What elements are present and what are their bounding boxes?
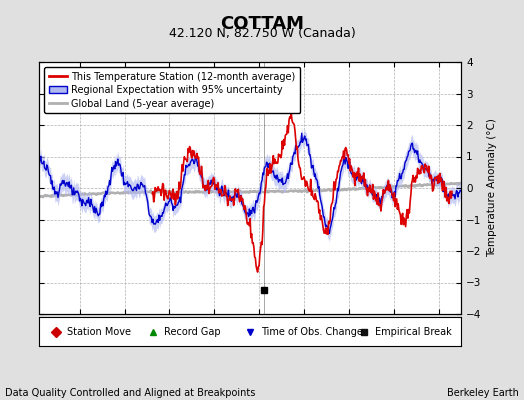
- Text: Record Gap: Record Gap: [163, 326, 221, 336]
- Text: Berkeley Earth: Berkeley Earth: [447, 388, 519, 398]
- Text: Station Move: Station Move: [67, 326, 130, 336]
- Y-axis label: Temperature Anomaly (°C): Temperature Anomaly (°C): [487, 118, 497, 258]
- Text: Data Quality Controlled and Aligned at Breakpoints: Data Quality Controlled and Aligned at B…: [5, 388, 256, 398]
- Legend: This Temperature Station (12-month average), Regional Expectation with 95% uncer: This Temperature Station (12-month avera…: [44, 67, 300, 113]
- Text: Empirical Break: Empirical Break: [375, 326, 451, 336]
- Text: COTTAM: COTTAM: [220, 15, 304, 33]
- Text: Time of Obs. Change: Time of Obs. Change: [261, 326, 363, 336]
- Text: 42.120 N, 82.750 W (Canada): 42.120 N, 82.750 W (Canada): [169, 27, 355, 40]
